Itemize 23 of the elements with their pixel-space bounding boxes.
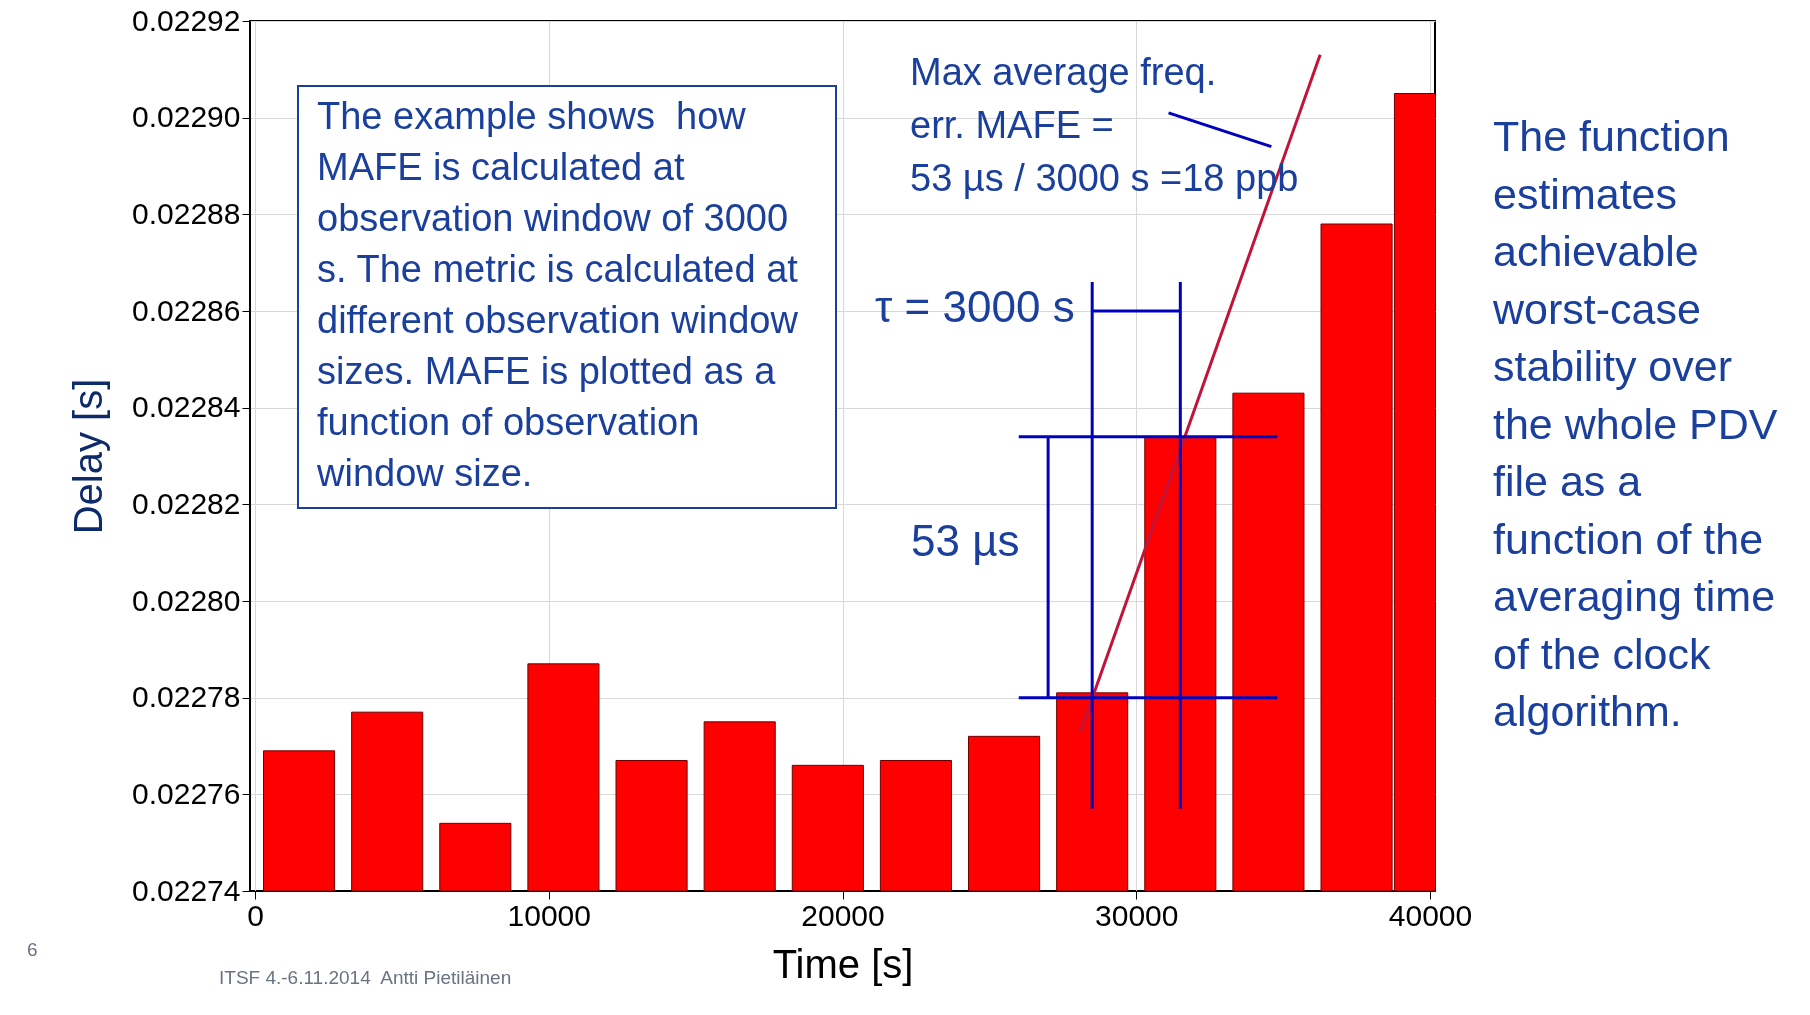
y-axis-title: Delay [s] bbox=[66, 378, 111, 535]
y-tick-label: 0.02280 bbox=[132, 583, 241, 617]
y-tick-label: 0.02274 bbox=[132, 873, 241, 907]
y-tick-label: 0.02278 bbox=[132, 680, 241, 714]
x-axis-title: Time [s] bbox=[772, 941, 914, 986]
annotation: 53 µs bbox=[911, 516, 1021, 566]
x-tick-label: 10000 bbox=[507, 898, 591, 932]
y-tick-label: 0.02286 bbox=[132, 293, 241, 327]
y-tick-label: 0.02288 bbox=[132, 196, 241, 230]
y-tick-label: 0.02276 bbox=[132, 776, 241, 810]
text: 6 bbox=[27, 938, 39, 962]
y-tick-label: 0.02290 bbox=[132, 100, 241, 134]
y-tick-label: 0.02282 bbox=[132, 486, 241, 520]
x-tick-label: 20000 bbox=[801, 898, 885, 932]
annotation: τ = 3000 s bbox=[875, 282, 1076, 332]
y-tick-label: 0.02292 bbox=[132, 3, 241, 37]
text: ITSF 4.-6.11.2014 Antti Pietiläinen bbox=[219, 966, 513, 990]
y-tick-label: 0.02284 bbox=[132, 390, 241, 424]
x-tick-label: 30000 bbox=[1095, 898, 1179, 932]
x-tick-label: 0 bbox=[247, 898, 264, 932]
text: The function estimates achievable worst-case stability over the whole PDV file as a function of the averaging time of the clock algorithm. bbox=[1493, 112, 1778, 735]
x-tick-label: 40000 bbox=[1388, 898, 1473, 932]
annotation: The example shows how MAFE is calculated at observation window of 3000 s. The metric is calculated at different observation window sizes. MAFE is plotted as a function of observation window size. bbox=[297, 85, 837, 509]
